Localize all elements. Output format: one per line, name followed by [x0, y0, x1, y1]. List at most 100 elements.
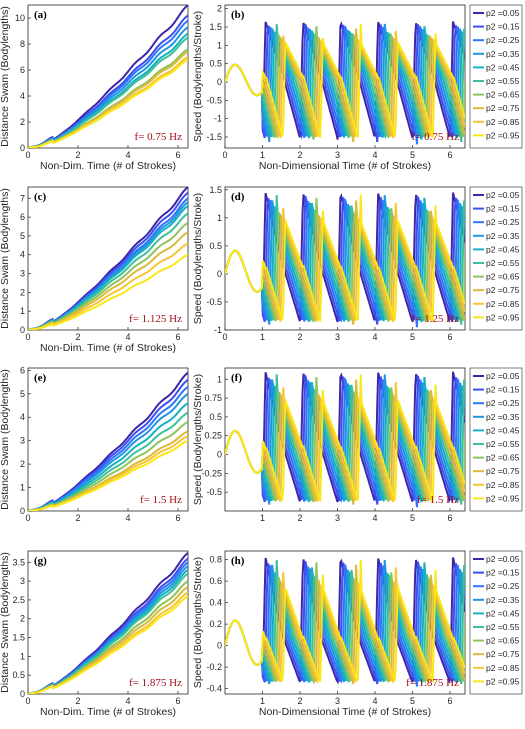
frequency-label: f= 0.75 Hz [412, 131, 460, 143]
legend-entry: p2 =0.55 [486, 439, 520, 449]
series-line-p2-0.25 [225, 564, 465, 687]
series-group [28, 552, 188, 694]
series-line-p2-0.25 [225, 378, 465, 508]
y-tick-label: 0.5 [12, 670, 25, 680]
x-tick-label: 0 [222, 332, 227, 342]
legend-entry: p2 =0.05 [486, 8, 520, 18]
x-tick-label: 6 [175, 332, 180, 342]
axes-frame [27, 186, 189, 331]
y-tick-label: 10 [15, 13, 25, 23]
y-tick-label: 0 [217, 77, 222, 87]
x-tick-label: 3 [335, 513, 340, 523]
frequency-label: f= 1.125 Hz [129, 313, 182, 325]
panel-e: 0 2 4 6 0 1 2 3 4 5 6 (e) f= 1.5 Hz Distance Swam (Bo… [0, 365, 189, 523]
x-tick-label: 2 [75, 696, 80, 706]
legend-entry: p2 =0.65 [486, 90, 520, 100]
frequency-label: f= 0.75 Hz [135, 131, 183, 143]
legend-box [469, 367, 523, 512]
panel-h: 1 2 3 4 5 6 -0.4 -0.2 0 0.2 0.4 0.6 0.8 (h) f= 1.875 H… [192, 550, 523, 718]
panel-label: (e) [34, 372, 47, 384]
y-tick-label: 0 [20, 143, 25, 153]
y-tick-label: 0 [217, 641, 222, 651]
panel-a: 0 2 4 6 0 2 4 6 8 10 (a) f= 0.75 Hz Non-Dim. Time (#… [0, 4, 189, 172]
panel-f: 1 2 3 4 5 6 -0.5 -0.25 0 0.25 0.5 0.75 1 (f) f= 1.5 Hz… [192, 367, 523, 523]
x-tick-label: 4 [125, 150, 130, 160]
y-tick-label: 0 [20, 325, 25, 335]
panel-label: (c) [34, 191, 47, 203]
y-tick-label: 2.5 [12, 595, 25, 605]
series-group [28, 187, 188, 330]
x-tick-label: 5 [410, 150, 415, 160]
legend-entry: p2 =0.05 [486, 371, 520, 381]
y-tick-label: 2 [20, 287, 25, 297]
x-tick-label: 0 [25, 332, 30, 342]
series-line-p2-0.95 [28, 58, 188, 148]
x-tick-label: 2 [75, 513, 80, 523]
y-tick-label: 5 [20, 389, 25, 399]
legend-entry: p2 =0.15 [486, 568, 520, 578]
y-tick-label: 0.5 [209, 241, 222, 251]
y-tick-label: 0.5 [209, 412, 222, 422]
series-line-p2-0.75 [225, 564, 465, 685]
series-group [225, 192, 465, 328]
legend-entry: p2 =0.55 [486, 258, 520, 268]
legend-entry: p2 =0.25 [486, 581, 520, 591]
y-tick-label: -1 [214, 325, 222, 335]
series-line-p2-0.95 [225, 195, 465, 322]
frequency-label: f= 1.25 Hz [412, 313, 460, 325]
y-axis-label: Distance Swam (Bodylengths) [0, 188, 11, 329]
series-line-p2-0.75 [225, 28, 465, 143]
legend-entry: p2 =0.05 [486, 554, 520, 564]
series-line-p2-0.95 [28, 595, 188, 694]
y-axis-label: Distance Swam (Bodylengths) [0, 552, 11, 693]
x-tick-label: 6 [447, 513, 452, 523]
y-axis-label: Speed (Bodylengths/Stroke) [192, 557, 204, 688]
x-tick-label: 4 [372, 696, 377, 706]
series-group [225, 21, 465, 145]
y-tick-label: 4 [20, 250, 25, 260]
series-line-p2-0.45 [225, 376, 465, 503]
frequency-label: f= 1.875 Hz [406, 677, 459, 689]
x-tick-label: 5 [410, 332, 415, 342]
legend: p2 =0.05 p2 =0.15 p2 =0.25 p2 =0.35 p2 =0.45… [469, 4, 523, 149]
x-axis-label: Non-Dim. Time (# of Strokes) [40, 160, 176, 172]
series-line-p2-0.65 [225, 376, 465, 504]
x-tick-label: 6 [175, 150, 180, 160]
y-tick-label: 0.2 [209, 619, 222, 629]
y-tick-label: 1 [217, 213, 222, 223]
legend-entry: p2 =0.35 [486, 231, 520, 241]
x-tick-label: 2 [297, 513, 302, 523]
y-tick-label: 0.6 [209, 576, 222, 586]
y-tick-label: 0.75 [204, 393, 222, 403]
y-tick-label: 4 [20, 91, 25, 101]
y-tick-label: 1 [20, 306, 25, 316]
x-tick-label: 4 [125, 513, 130, 523]
legend-entry: p2 =0.65 [486, 272, 520, 282]
series-line-p2-0.55 [225, 559, 465, 685]
series-line-p2-0.55 [225, 23, 465, 143]
y-tick-label: 0.4 [209, 598, 222, 608]
y-axis-label: Speed (Bodylengths/Stroke) [192, 374, 204, 505]
x-tick-label: 0 [25, 513, 30, 523]
x-tick-label: 3 [335, 332, 340, 342]
panel-c: 0 2 4 6 0 1 2 3 4 5 6 7 (c) f= 1.125 Hz Non-Dim. Time … [0, 186, 189, 354]
series-group [28, 371, 188, 511]
series-line-p2-0.65 [225, 26, 465, 140]
legend: p2 =0.05 p2 =0.15 p2 =0.25 p2 =0.35 p2 =0.45… [469, 186, 523, 331]
y-tick-label: 3.5 [12, 557, 25, 567]
y-tick-label: 1.5 [12, 633, 25, 643]
series-line-p2-0.75 [225, 379, 465, 505]
legend: p2 =0.05 p2 =0.15 p2 =0.25 p2 =0.35 p2 =0.45… [469, 550, 523, 695]
legend-entry: p2 =0.45 [486, 425, 520, 435]
series-line-p2-0.85 [225, 30, 465, 139]
y-tick-label: 5 [20, 231, 25, 241]
legend-entry: p2 =0.15 [486, 22, 520, 32]
x-axis-label: Non-Dim. Time (# of Strokes) [40, 706, 176, 718]
legend-entry: p2 =0.95 [486, 676, 520, 686]
y-tick-label: 1 [20, 483, 25, 493]
frequency-label: f= 1.875 Hz [129, 677, 182, 689]
x-tick-label: 0 [25, 696, 30, 706]
y-tick-label: 0 [217, 269, 222, 279]
x-tick-label: 4 [372, 150, 377, 160]
